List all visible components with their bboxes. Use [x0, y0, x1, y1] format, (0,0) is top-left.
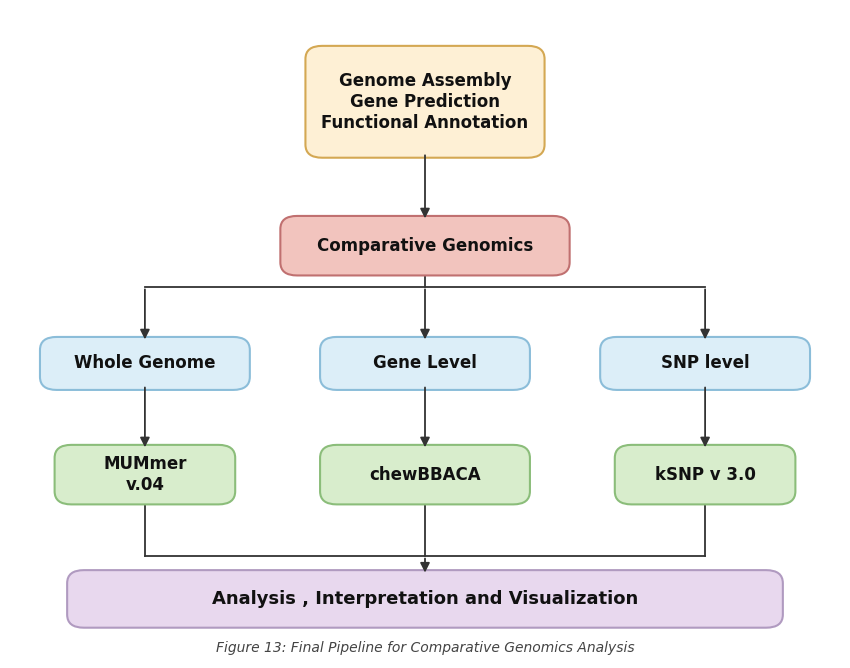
- FancyBboxPatch shape: [280, 216, 570, 275]
- Text: Figure 13: Final Pipeline for Comparative Genomics Analysis: Figure 13: Final Pipeline for Comparativ…: [216, 641, 634, 655]
- FancyBboxPatch shape: [67, 570, 783, 628]
- FancyBboxPatch shape: [320, 337, 530, 390]
- Text: chewBBACA: chewBBACA: [369, 466, 481, 484]
- FancyBboxPatch shape: [54, 445, 235, 504]
- Text: kSNP v 3.0: kSNP v 3.0: [654, 466, 756, 484]
- Text: Whole Genome: Whole Genome: [74, 355, 216, 373]
- FancyBboxPatch shape: [320, 445, 530, 504]
- FancyBboxPatch shape: [600, 337, 810, 390]
- Text: Comparative Genomics: Comparative Genomics: [317, 236, 533, 255]
- Text: Genome Assembly
Gene Prediction
Functional Annotation: Genome Assembly Gene Prediction Function…: [321, 72, 529, 132]
- Text: SNP level: SNP level: [660, 355, 750, 373]
- Text: MUMmer
v.04: MUMmer v.04: [103, 455, 187, 494]
- Text: Gene Level: Gene Level: [373, 355, 477, 373]
- FancyBboxPatch shape: [305, 46, 545, 158]
- FancyBboxPatch shape: [40, 337, 250, 390]
- Text: Analysis , Interpretation and Visualization: Analysis , Interpretation and Visualizat…: [212, 590, 638, 608]
- FancyBboxPatch shape: [615, 445, 796, 504]
